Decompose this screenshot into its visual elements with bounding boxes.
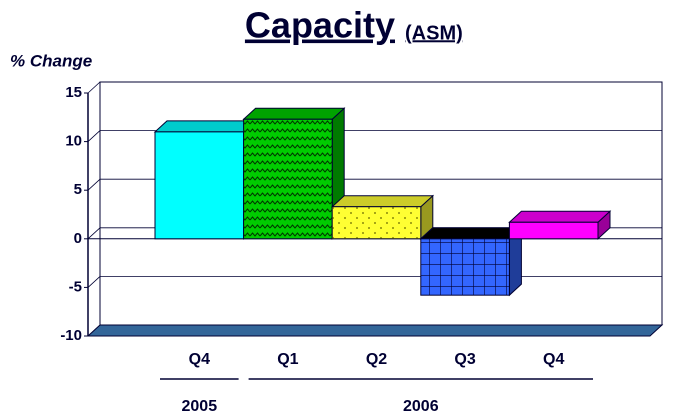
bar [154,131,245,240]
x-tick-label: Q3 [454,351,475,368]
y-tick-label: 5 [74,181,82,198]
bar [331,206,422,240]
y-tick-label: 10 [65,133,82,150]
bar-top [242,107,346,120]
x-tick-label: Q4 [543,351,564,368]
bar-top [153,120,257,133]
floor [86,324,664,337]
grid-line [87,81,101,94]
chart-title: Capacity [245,5,395,46]
grid-line [87,227,101,240]
bar-top [508,210,612,223]
y-tick-label: 0 [74,230,82,247]
grid-line [87,178,101,191]
grid-line [87,276,101,288]
grid-line [87,130,101,142]
y-tick-label: -5 [69,278,82,295]
x-tick-label: Q1 [277,351,298,368]
chart-subtitle: (ASM) [405,22,463,44]
bar-top [419,227,523,240]
y-tick-label: -10 [60,327,82,344]
bar [243,118,333,240]
bar-top [330,195,435,208]
y-axis-label: % Change [10,51,92,70]
group-label: 2005 [182,398,218,415]
bar [420,238,510,296]
group-label: 2006 [403,398,439,415]
x-tick-label: Q2 [366,351,387,368]
y-tick-label: 15 [65,84,82,101]
x-tick-label: Q4 [189,351,210,368]
bar [508,221,599,240]
